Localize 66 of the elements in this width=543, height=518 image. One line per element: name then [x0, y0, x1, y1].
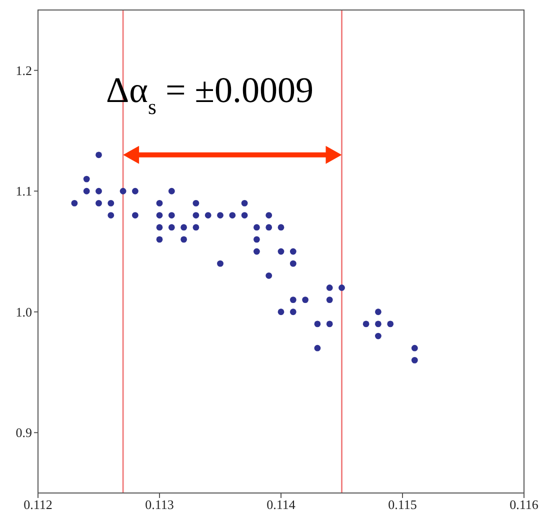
point: [290, 248, 296, 255]
point: [168, 188, 175, 194]
point: [254, 236, 260, 243]
point: [168, 212, 175, 218]
point: [302, 296, 308, 303]
point: [192, 212, 200, 218]
point: [108, 200, 114, 206]
point: [132, 188, 138, 194]
point: [326, 284, 333, 291]
point: [192, 200, 200, 206]
point: [204, 212, 212, 218]
annotation: Δα$_{s}$ = ±0.0009: [106, 70, 314, 119]
point: [217, 260, 224, 267]
point: [217, 212, 224, 218]
point: [278, 224, 284, 231]
point: [326, 320, 333, 328]
point: [387, 320, 394, 328]
point: [180, 224, 187, 231]
point: [266, 272, 272, 279]
point: [254, 224, 260, 231]
point: [83, 176, 90, 182]
point: [290, 308, 296, 316]
point: [156, 236, 163, 243]
point: [132, 212, 138, 218]
point: [266, 212, 272, 218]
point: [314, 320, 321, 328]
point: [108, 212, 114, 218]
point: [290, 296, 296, 303]
point: [96, 200, 102, 206]
x-tick-label: 0.115: [388, 497, 417, 512]
point: [278, 308, 284, 316]
point: [254, 248, 260, 255]
x-tick-label: 0.113: [145, 497, 174, 512]
point: [156, 200, 163, 206]
point: [375, 320, 382, 328]
point: [411, 356, 418, 364]
x-tick-label: 0.112: [24, 497, 52, 512]
x-tick-label: 0.114: [266, 497, 296, 512]
point: [375, 308, 382, 316]
point: [411, 344, 418, 352]
point: [120, 188, 126, 194]
point: [180, 236, 187, 243]
point: [96, 188, 102, 194]
x-tick-label: 0.116: [510, 497, 539, 512]
y-tick-label: 1.2: [16, 62, 32, 78]
point: [96, 152, 102, 158]
point: [326, 296, 333, 303]
point: [375, 332, 382, 340]
point: [71, 200, 78, 206]
y-tick-label: 1.0: [16, 304, 32, 320]
point: [156, 212, 163, 218]
point: [83, 188, 90, 194]
point: [266, 224, 272, 231]
point: [156, 224, 163, 231]
point: [314, 344, 321, 352]
point: [241, 200, 248, 206]
y-tick-label: 0.9: [16, 425, 32, 440]
point: [338, 284, 345, 291]
y-tick-label: 1.1: [16, 184, 32, 199]
point: [362, 320, 370, 328]
point: [168, 224, 175, 231]
point: [241, 212, 248, 218]
point: [229, 212, 236, 218]
point: [278, 248, 284, 255]
point: [290, 260, 296, 267]
point: [192, 224, 200, 231]
